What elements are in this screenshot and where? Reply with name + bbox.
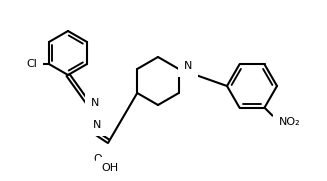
Text: N: N <box>93 120 101 130</box>
Text: O: O <box>94 154 102 164</box>
Text: NO₂: NO₂ <box>279 117 300 127</box>
Text: OH: OH <box>101 163 119 173</box>
Text: N: N <box>91 98 99 108</box>
Text: Cl: Cl <box>26 59 37 69</box>
Text: N: N <box>184 61 192 71</box>
